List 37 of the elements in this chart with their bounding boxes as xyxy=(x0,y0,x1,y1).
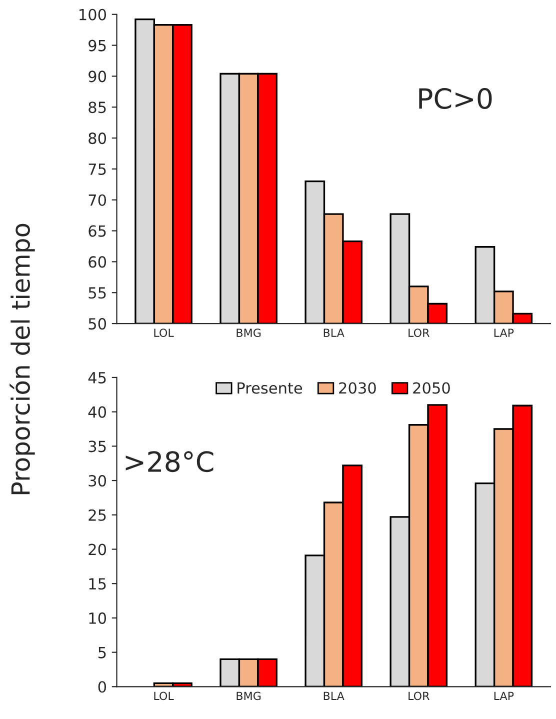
y-tick-label: 20 xyxy=(88,544,106,556)
y-tick-label: 55 xyxy=(88,287,106,299)
x-tick-label: BLA xyxy=(324,692,344,700)
y-tick-label: 85 xyxy=(88,102,106,114)
y-tick-label: 45 xyxy=(88,372,106,384)
y-tick-label: 35 xyxy=(88,440,106,452)
y-tick-label: 10 xyxy=(89,612,106,624)
x-tick-label: BMG xyxy=(236,692,261,700)
legend-label: 2030 xyxy=(339,382,376,394)
y-tick-label: 90 xyxy=(88,70,106,82)
y-tick-label: 50 xyxy=(88,318,106,330)
y-tick-label: 70 xyxy=(88,194,106,206)
y-axis-title: Proporción del tiempo xyxy=(10,224,35,494)
y-tick-label: 5 xyxy=(98,646,106,658)
x-tick-label: LOL xyxy=(154,328,174,338)
x-tick-label: LOR xyxy=(408,328,430,338)
y-tick-label: 40 xyxy=(88,406,106,418)
y-tick-label: 95 xyxy=(88,40,106,52)
y-tick-label: 0 xyxy=(98,681,106,693)
annotation: >28°C xyxy=(126,451,214,472)
y-tick-label: 60 xyxy=(88,256,106,268)
y-tick-label: 75 xyxy=(88,164,106,175)
x-tick-label: LAP xyxy=(494,692,514,700)
y-tick-label: 80 xyxy=(88,132,106,144)
y-tick-label: 15 xyxy=(89,578,106,590)
y-tick-label: 65 xyxy=(88,225,106,237)
legend-label: Presente xyxy=(238,382,302,394)
y-tick-label: 30 xyxy=(88,474,106,487)
x-tick-label: BLA xyxy=(324,328,344,337)
x-tick-label: BMG xyxy=(236,328,261,338)
x-tick-label: LAP xyxy=(494,328,514,337)
y-tick-label: 25 xyxy=(88,509,106,521)
y-tick-label: 100 xyxy=(80,8,106,20)
annotation: PC>0 xyxy=(419,88,492,110)
legend-label: 2050 xyxy=(413,382,450,394)
x-tick-label: LOL xyxy=(154,692,174,700)
x-tick-label: LOR xyxy=(408,692,430,700)
